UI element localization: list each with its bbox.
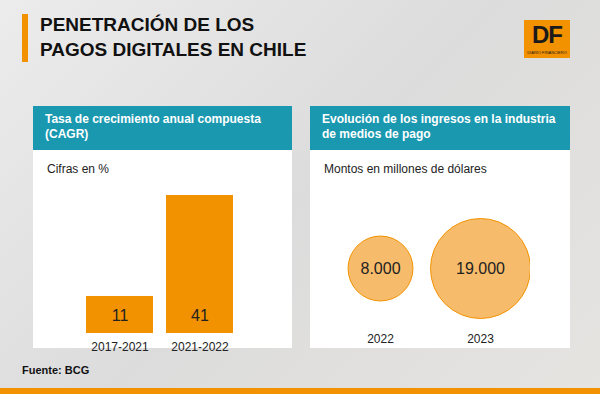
html-text:Fuente: BCG: Fuente: BCG bbox=[22, 364, 90, 376]
svg-text:19.000: 19.000 bbox=[456, 260, 505, 277]
html-text:PENETRACIÓN DE LOS PAGOS DIGIT: PENETRACIÓN DE LOS PAGOS DIGITALES EN CH… bbox=[40, 14, 307, 60]
html-text:DIARIO FINANCIERO: DIARIO FINANCIERO bbox=[527, 50, 567, 55]
svg-text:11: 11 bbox=[112, 307, 129, 324]
svg-text:41: 41 bbox=[191, 307, 209, 324]
svg-text:2022: 2022 bbox=[367, 332, 394, 346]
svg-text:2023: 2023 bbox=[467, 332, 494, 346]
html-text:Montos en millones de dólares: Montos en millones de dólares bbox=[324, 162, 487, 176]
svg-text:2017-2021: 2017-2021 bbox=[91, 340, 149, 354]
svg-text:2021-2022: 2021-2022 bbox=[171, 340, 229, 354]
html-text:DF: DF bbox=[532, 21, 562, 48]
html-text:Evolución de los ingresos en l: Evolución de los ingresos en la industri… bbox=[322, 112, 556, 141]
html-text:Tasa de crecimiento anual comp: Tasa de crecimiento anual compuesta (CAG… bbox=[45, 112, 261, 141]
svg-text:8.000: 8.000 bbox=[360, 260, 400, 277]
html-text:Cifras en %: Cifras en % bbox=[47, 162, 109, 176]
